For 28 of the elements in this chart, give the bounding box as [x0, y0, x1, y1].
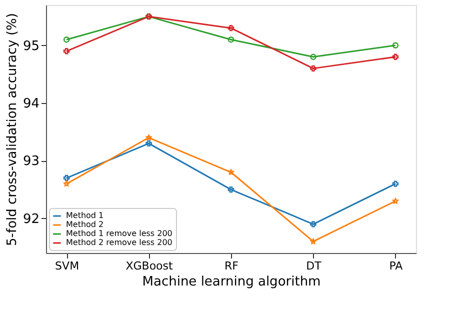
x-tick-label: XGBoost — [126, 260, 174, 272]
legend-label: Method 2 — [66, 220, 104, 229]
point — [63, 174, 70, 182]
point — [392, 54, 399, 60]
legend-label: Method 1 — [66, 211, 104, 220]
y-tick-label: 94 — [22, 96, 40, 112]
x-tick-label: DT — [306, 260, 322, 272]
point — [228, 186, 234, 193]
x-axis-title: Machine learning algorithm — [142, 274, 321, 290]
point — [146, 140, 152, 147]
point — [310, 238, 316, 244]
point — [392, 180, 399, 187]
x-tick-label: SVM — [55, 260, 80, 272]
point — [310, 65, 316, 72]
x-tick-label: PA — [389, 260, 404, 272]
point — [392, 198, 398, 204]
point — [310, 54, 316, 60]
point — [310, 221, 316, 228]
legend-label: Method 2 remove less 200 — [66, 238, 172, 247]
point — [228, 36, 234, 43]
y-axis-title: 5-fold cross-validation accuracy (%) — [4, 13, 20, 246]
y-tick-label: 92 — [22, 212, 40, 227]
point — [228, 24, 234, 32]
point — [63, 48, 70, 54]
x-tick-label: RF — [224, 260, 238, 272]
y-tick-label: 95 — [22, 38, 40, 54]
y-tick-label: 93 — [22, 154, 40, 170]
legend-label: Method 1 remove less 200 — [66, 229, 172, 238]
